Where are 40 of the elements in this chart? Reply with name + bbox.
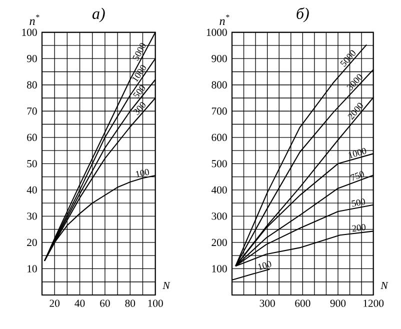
y-tick-label: 500: [212, 160, 227, 168]
y-tick-label: 800: [212, 81, 227, 88]
x-axis-title: N: [162, 282, 170, 289]
y-tick-label: 90: [26, 55, 37, 62]
y-tick-label: 600: [212, 134, 227, 141]
x-tick-label: 60: [100, 300, 110, 307]
x-tick-label: 900: [330, 300, 346, 307]
y-tick-label: 900: [212, 55, 227, 62]
x-axis-title: N: [380, 282, 388, 289]
x-tick-label: 300: [260, 300, 275, 307]
y-axis-title: n$^{*}$: [220, 14, 230, 25]
y-tick-label: 300: [212, 212, 227, 220]
x-tick-label: 1200: [364, 300, 384, 307]
y-tick-label: 1000: [206, 28, 227, 36]
chart-title: б): [296, 7, 309, 22]
y-tick-label: 100: [212, 265, 227, 272]
text: 100: [136, 168, 149, 178]
y-tick-label: 80: [27, 81, 37, 88]
y-axis-title: n$^{*}$: [30, 14, 40, 25]
y-tick-label: 20: [27, 238, 37, 246]
y-tick-label: 30: [27, 212, 37, 220]
y-tick-label: 200: [212, 238, 227, 246]
x-tick-label: 600: [295, 300, 310, 307]
x-tick-label: 80: [125, 300, 136, 307]
y-tick-label: 70: [27, 108, 37, 115]
y-tick-label: 400: [212, 186, 227, 194]
x-tick-label: 40: [74, 300, 85, 307]
y-tick-label: 10: [28, 265, 37, 272]
text: 1000: [348, 148, 366, 158]
y-tick-label: 60: [27, 134, 37, 141]
text: 500: [352, 198, 366, 207]
y-tick-label: 700: [212, 108, 227, 115]
y-tick-label: 40: [26, 186, 37, 194]
x-tick-label: 20: [50, 300, 60, 307]
x-tick-label: 100: [148, 300, 163, 307]
chart-title: а): [92, 8, 105, 22]
y-tick-label: 50: [27, 160, 37, 168]
y-tick-label: 100: [22, 28, 37, 36]
text: 5000: [132, 43, 146, 61]
text: 500: [133, 85, 146, 98]
